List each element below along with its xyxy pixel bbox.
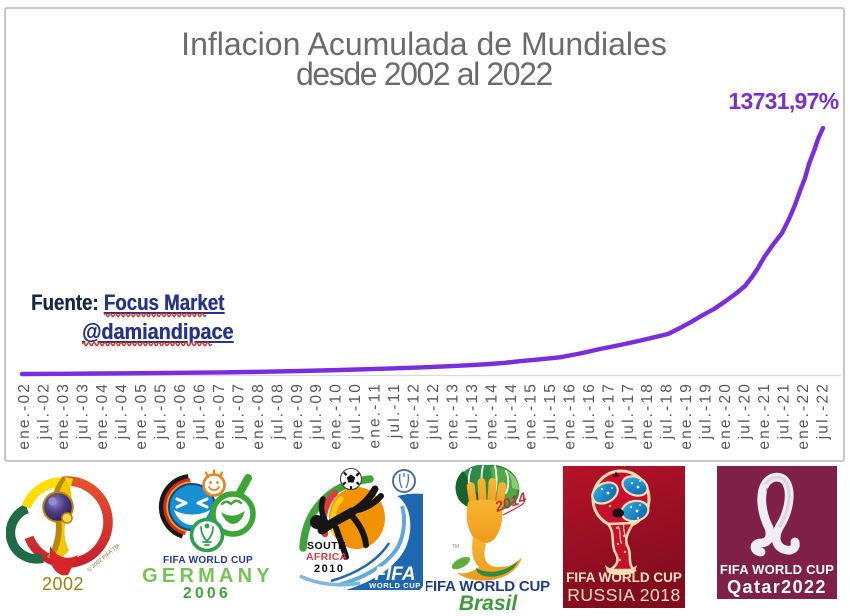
svg-text:jul.-20: jul.-20 — [737, 382, 754, 440]
svg-text:ene.-18: ene.-18 — [639, 382, 656, 450]
svg-text:GERMANY: GERMANY — [142, 565, 274, 587]
svg-text:RUSSIA 2018: RUSSIA 2018 — [567, 585, 680, 605]
svg-text:FIFA WORLD CUP: FIFA WORLD CUP — [426, 578, 550, 595]
svg-text:ene.-08: ene.-08 — [250, 382, 267, 450]
svg-text:ene.-11: ene.-11 — [367, 382, 384, 448]
svg-text:FIFA WORLD CUP: FIFA WORLD CUP — [566, 570, 682, 585]
svg-text:jul.-03: jul.-03 — [75, 382, 92, 440]
svg-text:ene.-04: ene.-04 — [94, 382, 111, 450]
svg-text:ene.-14: ene.-14 — [484, 382, 501, 450]
svg-text:WORLD CUP: WORLD CUP — [369, 581, 421, 590]
svg-text:ene.-17: ene.-17 — [600, 382, 617, 450]
svg-text:jul.-07: jul.-07 — [230, 382, 247, 440]
svg-text:jul.-04: jul.-04 — [114, 382, 131, 440]
svg-text:jul.-15: jul.-15 — [542, 382, 559, 440]
svg-text:jul.-08: jul.-08 — [269, 382, 286, 440]
svg-text:jul.-09: jul.-09 — [308, 382, 325, 440]
svg-text:jul.-06: jul.-06 — [191, 382, 208, 440]
svg-text:jul.-10: jul.-10 — [347, 382, 364, 440]
svg-text:jul.-17: jul.-17 — [620, 382, 637, 440]
svg-text:ene.-09: ene.-09 — [289, 382, 306, 450]
svg-text:ene.-21: ene.-21 — [756, 382, 773, 450]
svg-text:Qatar2022: Qatar2022 — [727, 577, 827, 597]
svg-text:ene.-16: ene.-16 — [561, 382, 578, 450]
svg-text:ene.-22: ene.-22 — [795, 382, 812, 450]
svg-text:jul.-02: jul.-02 — [36, 382, 53, 440]
svg-text:jul.-11: jul.-11 — [386, 382, 403, 439]
svg-text:ene.-07: ene.-07 — [211, 382, 228, 450]
svg-text:SOUTH: SOUTH — [307, 540, 346, 552]
svg-text:FIFA: FIFA — [374, 564, 415, 585]
svg-text:Brasil: Brasil — [459, 592, 519, 615]
svg-text:TM: TM — [452, 544, 459, 550]
svg-text:2010: 2010 — [314, 563, 344, 575]
svg-text:jul.-22: jul.-22 — [815, 382, 832, 440]
svg-text:FIFA WORLD CUP: FIFA WORLD CUP — [163, 555, 253, 566]
svg-text:jul.-14: jul.-14 — [503, 382, 520, 440]
svg-text:ene.-12: ene.-12 — [406, 382, 423, 450]
svg-text:ene.-06: ene.-06 — [172, 382, 189, 450]
svg-text:jul.-19: jul.-19 — [698, 382, 715, 440]
svg-text:2002: 2002 — [42, 574, 84, 594]
svg-text:FIFA WORLD CUP: FIFA WORLD CUP — [720, 562, 834, 577]
svg-text:ene.-13: ene.-13 — [445, 382, 462, 450]
svg-text:ene.-03: ene.-03 — [55, 382, 72, 450]
svg-text:ene.-20: ene.-20 — [717, 382, 734, 450]
svg-text:ene.-10: ene.-10 — [328, 382, 345, 450]
svg-text:jul.-16: jul.-16 — [581, 382, 598, 440]
svg-text:AFRICA: AFRICA — [306, 551, 348, 563]
svg-text:jul.-12: jul.-12 — [425, 382, 442, 440]
svg-text:ene.-02: ene.-02 — [16, 382, 33, 450]
svg-text:ene.-05: ene.-05 — [133, 382, 150, 450]
svg-text:jul.-18: jul.-18 — [659, 382, 676, 440]
svg-text:jul.-05: jul.-05 — [153, 382, 170, 440]
svg-text:2006: 2006 — [183, 585, 231, 602]
svg-text:ene.-19: ene.-19 — [678, 382, 695, 450]
svg-text:jul.-21: jul.-21 — [776, 382, 793, 440]
svg-text:ene.-15: ene.-15 — [522, 382, 539, 450]
svg-text:jul.-13: jul.-13 — [464, 382, 481, 440]
